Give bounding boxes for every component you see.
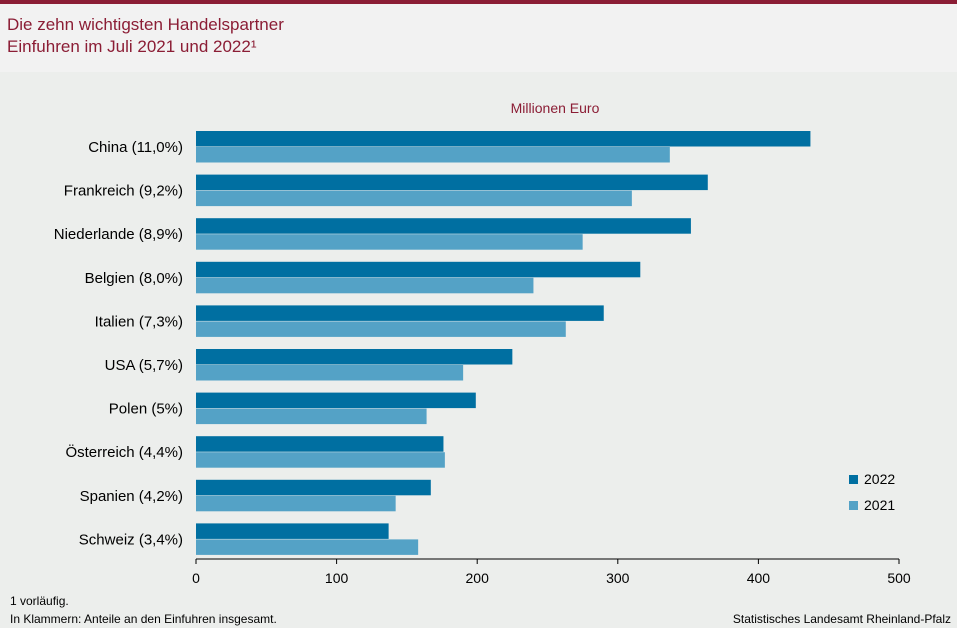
bar-2022	[196, 305, 604, 321]
legend-item-2022: 2022	[849, 471, 895, 487]
category-label: Polen (5%)	[109, 401, 183, 418]
category-label: Frankreich (9,2%)	[64, 183, 183, 200]
category-label: Spanien (4,2%)	[80, 488, 183, 505]
bar-2021	[196, 452, 445, 468]
bar-2021	[196, 321, 566, 337]
bar-2021	[196, 190, 632, 207]
chart-subtitle: Einfuhren im Juli 2021 und 2022¹	[7, 37, 257, 56]
category-label: USA (5,7%)	[105, 357, 183, 374]
bar-2021	[196, 408, 427, 425]
unit-label: Millionen Euro	[510, 100, 600, 116]
category-label: China (11,0%)	[88, 139, 183, 156]
category-label: Belgien (8,0%)	[85, 270, 183, 287]
source-credit: Statistisches Landesamt Rheinland-Pfalz	[732, 612, 951, 626]
chart-header: Die zehn wichtigsten Handelspartner Einf…	[0, 4, 957, 70]
x-tick-label: 500	[887, 570, 911, 586]
bar-2021	[196, 234, 583, 250]
x-tick-label: 300	[606, 570, 630, 586]
legend-item-2021: 2021	[849, 497, 895, 513]
bar-2022	[196, 392, 476, 409]
bar-2021	[196, 495, 396, 512]
bar-2021	[196, 365, 464, 381]
top-accent-bar	[0, 0, 957, 4]
category-label: Niederlande (8,9%)	[54, 226, 183, 243]
category-label: Italien (7,3%)	[95, 313, 183, 330]
bar-2022	[196, 436, 444, 452]
bar-2021	[196, 277, 534, 294]
category-label: Österreich (4,4%)	[65, 443, 183, 461]
category-label: Schweiz (3,4%)	[79, 531, 183, 548]
bar-2022	[196, 479, 431, 496]
bar-2021	[196, 147, 670, 163]
bar-2022	[196, 131, 811, 147]
footnote-shares: In Klammern: Anteile an den Einfuhren in…	[10, 612, 277, 626]
x-tick-label: 200	[466, 570, 490, 586]
footnote-preliminary: 1 vorläufig.	[10, 594, 69, 608]
legend-label-2022: 2022	[864, 471, 896, 487]
x-tick-label: 100	[325, 570, 349, 586]
legend-swatch-2021	[849, 500, 858, 510]
bar-2022	[196, 174, 708, 191]
legend-swatch-2022	[849, 474, 858, 484]
x-tick-label: 0	[192, 570, 200, 586]
bar-2022	[196, 349, 513, 365]
legend-label-2021: 2021	[864, 497, 896, 513]
bar-2022	[196, 523, 389, 539]
x-tick-label: 400	[747, 570, 771, 586]
bar-2022	[196, 261, 641, 278]
bar-2021	[196, 539, 419, 555]
bar-2022	[196, 218, 691, 234]
chart-title: Die zehn wichtigsten Handelspartner	[7, 15, 284, 34]
